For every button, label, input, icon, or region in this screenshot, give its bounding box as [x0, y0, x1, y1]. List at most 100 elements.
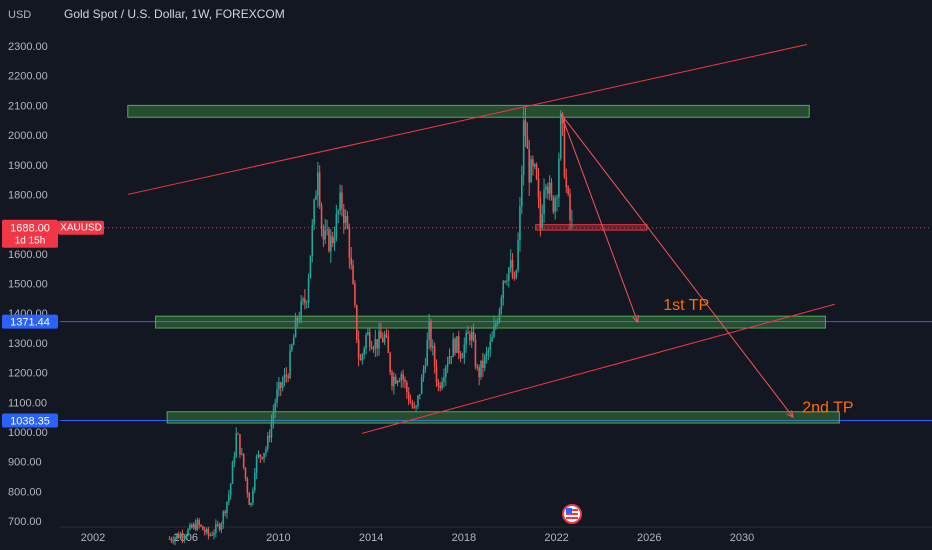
price-zone[interactable] — [155, 315, 826, 329]
level-badge-1371[interactable]: 1371.44 — [2, 314, 58, 329]
candle-body — [276, 389, 278, 403]
candle-body — [246, 478, 249, 493]
candle-body — [239, 434, 241, 455]
candle-body — [285, 374, 288, 377]
candle-body — [422, 369, 425, 377]
candle-body — [266, 435, 269, 449]
level-badge-value: 1371.44 — [10, 317, 50, 329]
price-zone[interactable] — [127, 104, 810, 118]
level-badge-1038[interactable]: 1038.35 — [2, 413, 58, 428]
candle-body — [567, 187, 569, 194]
candle-body — [313, 199, 315, 225]
trendline[interactable] — [127, 44, 808, 195]
candle-body — [391, 372, 393, 387]
candle-body — [189, 524, 191, 530]
candle-body — [444, 367, 447, 378]
candle-body — [448, 356, 451, 364]
candle-body — [177, 534, 180, 538]
candle-body — [461, 357, 464, 359]
candle-body — [541, 213, 544, 228]
candle-body — [176, 534, 178, 538]
y-tick-label: 1800.00 — [8, 189, 48, 201]
candle-body — [558, 158, 560, 198]
candle-body — [548, 182, 551, 194]
candle-body — [361, 354, 364, 361]
projection-arrow[interactable] — [560, 114, 639, 323]
y-tick-label: 1300.00 — [8, 338, 48, 350]
x-axis[interactable]: 20022006201020142018202220262030 — [60, 526, 932, 544]
candle-body — [376, 339, 378, 349]
candle-body — [419, 394, 421, 396]
candle-body — [433, 345, 436, 367]
y-tick-label: 900.00 — [8, 457, 42, 469]
candle-body — [469, 333, 471, 341]
candle-body — [198, 520, 200, 525]
candle-body — [502, 281, 505, 298]
candle-body — [235, 433, 238, 457]
candle-body — [398, 380, 401, 382]
price-badge-value: 1688.00 — [10, 223, 50, 235]
candle-body — [224, 511, 226, 514]
candle-body — [511, 260, 514, 278]
candle-body — [480, 360, 482, 378]
candle-body — [304, 298, 306, 304]
support-zone-red[interactable] — [535, 224, 648, 231]
price-series — [168, 106, 573, 546]
tp2-label[interactable]: 2nd TP — [802, 400, 853, 417]
candle-body — [328, 229, 330, 252]
tp1-label[interactable]: 1st TP — [663, 297, 709, 314]
candle-body — [170, 538, 173, 541]
candle-body — [457, 336, 460, 354]
candle-body — [187, 529, 189, 536]
price-zone[interactable] — [166, 411, 840, 424]
trendline[interactable] — [361, 303, 835, 434]
candle-body — [253, 472, 256, 491]
candle-body — [309, 255, 312, 279]
candle-body — [279, 382, 282, 388]
current-price-badge[interactable]: 1688.00 1d 15h XAUUSD — [2, 219, 104, 248]
candle-body — [428, 321, 430, 340]
candle-body — [478, 367, 480, 378]
candle-body — [231, 462, 234, 484]
candle-body — [259, 454, 262, 458]
candle-body — [372, 348, 375, 350]
candle-body — [489, 341, 492, 351]
candle-body — [517, 240, 519, 271]
candle-body — [483, 355, 486, 369]
candle-body — [168, 538, 171, 540]
candle-body — [318, 172, 321, 206]
candle-body — [467, 332, 469, 334]
candle-body — [546, 186, 549, 194]
candle-body — [491, 337, 493, 342]
candle-body — [181, 534, 184, 539]
trendlines[interactable] — [127, 44, 835, 434]
candle-body — [317, 172, 319, 196]
x-tick-label: 2030 — [730, 532, 754, 544]
candle-body — [192, 524, 195, 528]
candle-body — [443, 377, 445, 382]
support-resistance-zones[interactable] — [127, 104, 840, 424]
candle-body — [452, 338, 454, 358]
candle-body — [185, 535, 187, 538]
projection-arrows[interactable] — [560, 113, 794, 419]
candle-body — [474, 339, 477, 367]
candle-body — [400, 374, 403, 381]
candle-body — [263, 453, 265, 459]
y-tick-label: 700.00 — [8, 516, 42, 528]
candle-body — [396, 381, 399, 384]
candle-body — [274, 402, 276, 413]
projection-arrow[interactable] — [560, 113, 794, 418]
candle-body — [174, 537, 176, 542]
candle-body — [354, 283, 356, 306]
candle-body — [241, 453, 243, 455]
candle-body — [333, 237, 336, 244]
candle-body — [435, 366, 438, 382]
candle-body — [311, 224, 314, 256]
candle-body — [330, 236, 332, 252]
candle-body — [530, 159, 532, 183]
y-tick-label: 1200.00 — [8, 368, 48, 380]
candle-body — [289, 350, 291, 378]
us-flag-icon[interactable] — [562, 504, 582, 524]
candle-body — [522, 120, 525, 175]
